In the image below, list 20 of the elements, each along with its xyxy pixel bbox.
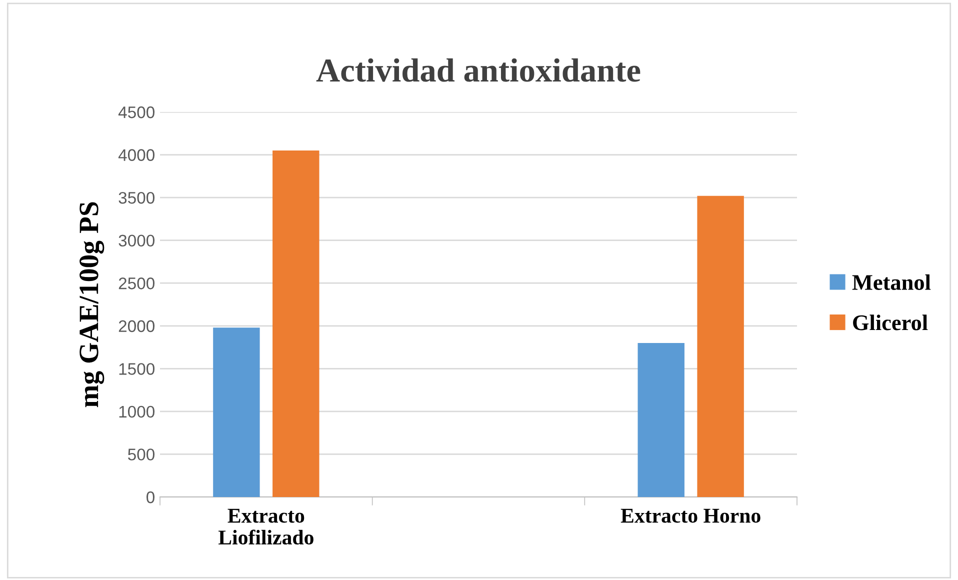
- y-tick-label: 1000: [119, 406, 154, 418]
- y-tick-label: 2500: [118, 278, 154, 290]
- y-tick-label: 3500: [118, 192, 154, 204]
- bar: [638, 343, 684, 497]
- x-tick-label: Extracto Liofilizado: [218, 508, 314, 545]
- y-tick-label: 4500: [118, 106, 154, 118]
- y-tick-label: 1500: [119, 363, 154, 375]
- bar: [697, 196, 744, 497]
- bar: [272, 150, 320, 497]
- y-axis-title: mg GAE/100g PS: [80, 202, 104, 408]
- y-tick-label: 4000: [118, 149, 154, 161]
- bar: [213, 328, 260, 497]
- y-tick-label: 3000: [118, 234, 154, 247]
- y-tick-label: 2000: [118, 320, 154, 332]
- chart-title: Actividad antioxidante: [316, 58, 640, 82]
- x-tick-label: Extracto Horno: [620, 508, 760, 523]
- y-tick-label: 0: [146, 491, 154, 504]
- legend-label: Metanol: [852, 274, 931, 290]
- y-tick-label: 500: [128, 448, 154, 460]
- legend-label: Glicerol: [853, 314, 928, 330]
